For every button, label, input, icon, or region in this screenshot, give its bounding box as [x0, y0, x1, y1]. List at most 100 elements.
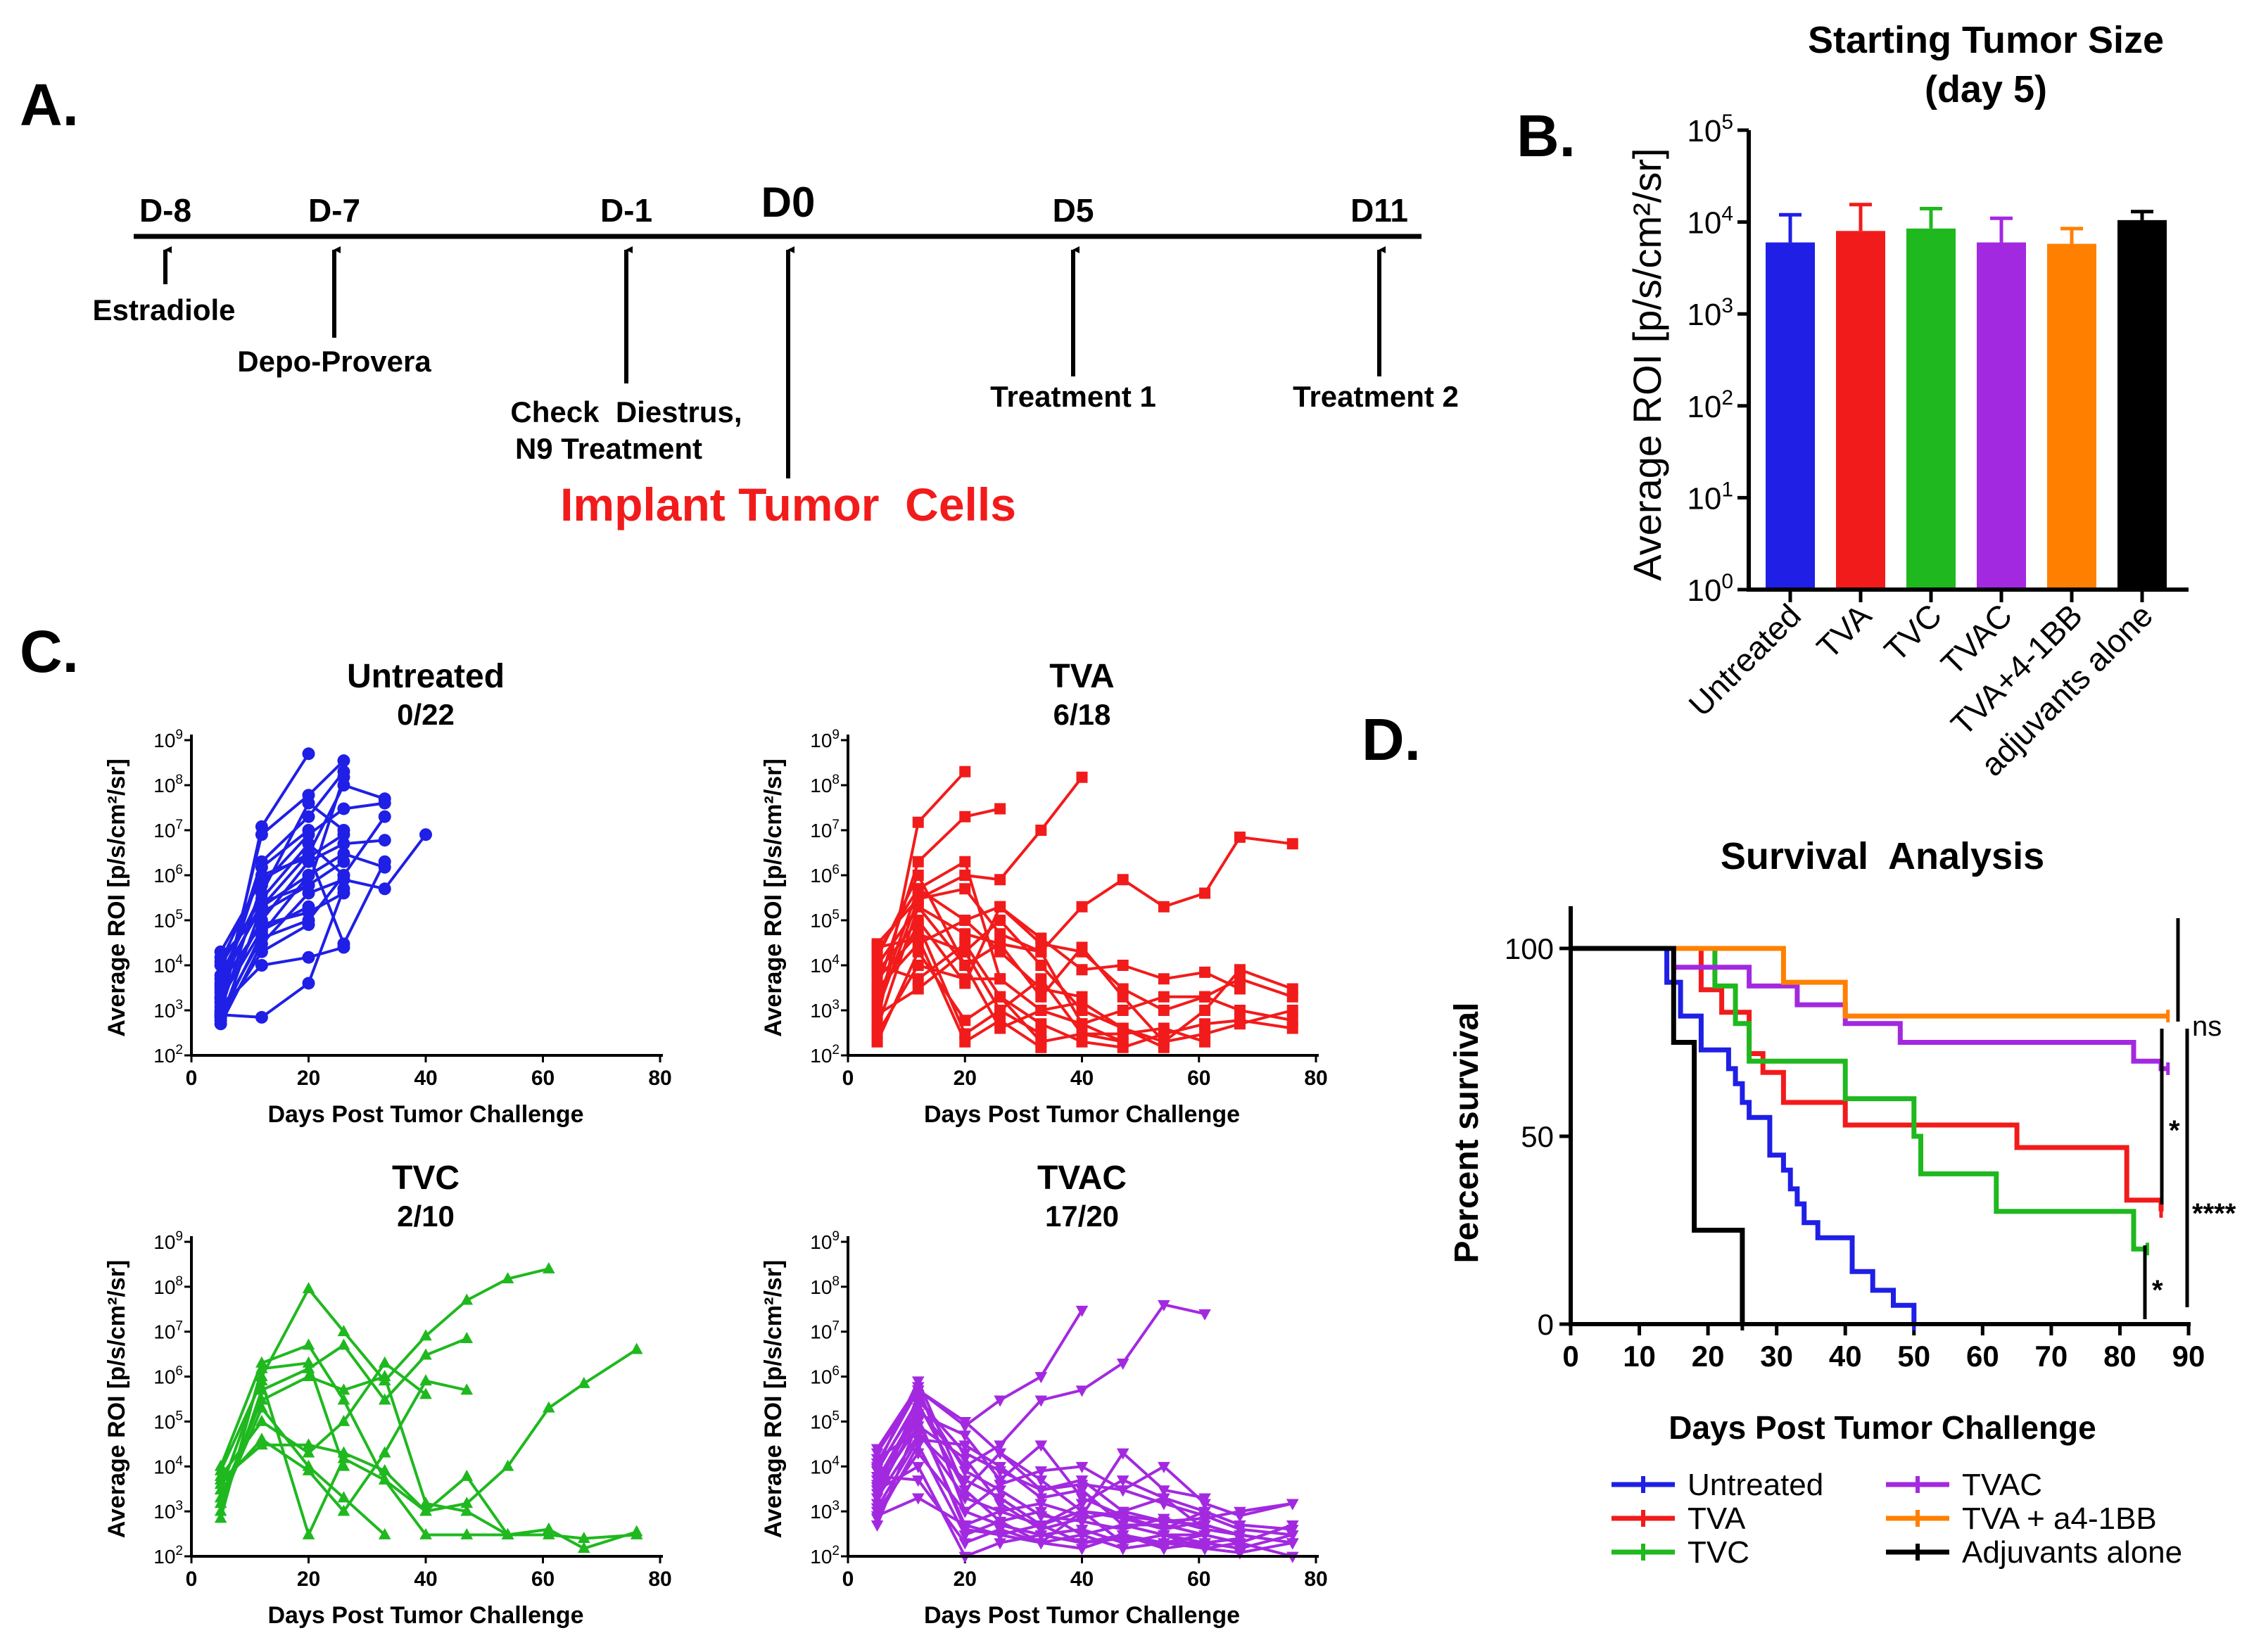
- sig-tvc: *: [2152, 1275, 2163, 1306]
- data-point: [994, 946, 1006, 958]
- bar-chart-marks: [1766, 203, 2167, 590]
- series-line: [875, 1303, 1205, 1481]
- series-line: [220, 1348, 638, 1513]
- data-point: [255, 869, 268, 882]
- data-point: [959, 811, 971, 822]
- data-point: [994, 1499, 1006, 1511]
- series-line: [219, 1361, 427, 1478]
- data-point: [214, 979, 227, 993]
- data-point: [1234, 1548, 1246, 1560]
- data-point: [1035, 1005, 1047, 1016]
- survival-curve: [1571, 946, 2168, 1072]
- event-check-diestrus: Check Diestrus,: [510, 395, 742, 428]
- data-point: [378, 1446, 391, 1458]
- data-point: [255, 1432, 268, 1444]
- chart-x-label: Days Post Tumor Challenge: [267, 1101, 583, 1128]
- data-point: [1116, 1448, 1129, 1460]
- data-point: [1199, 887, 1211, 899]
- data-point: [994, 1530, 1006, 1542]
- survival-y-tick-label: 0: [1538, 1308, 1554, 1341]
- chart-subtitle: 17/20: [1045, 1200, 1119, 1233]
- series-line: [219, 833, 427, 1025]
- series-line: [219, 1375, 638, 1550]
- data-point: [1116, 1358, 1129, 1370]
- data-point: [1286, 1538, 1299, 1550]
- x-tick-label: 20: [954, 1568, 977, 1591]
- y-tick-label: 102: [810, 1043, 840, 1067]
- series-line: [219, 801, 345, 977]
- data-point: [1117, 1005, 1129, 1016]
- data-point: [378, 810, 391, 823]
- chart-x-label: Days Post Tumor Challenge: [267, 1602, 583, 1629]
- data-point: [419, 1374, 432, 1386]
- bar-y-tick-label: 105: [1687, 110, 1733, 148]
- data-point: [1075, 1475, 1089, 1487]
- data-point: [419, 1348, 432, 1360]
- event-treatment-2: Treatment 2: [1293, 380, 1459, 413]
- y-tick-label: 107: [153, 1319, 183, 1343]
- survival-x-label: Days Post Tumor Challenge: [1669, 1409, 2096, 1446]
- data-point: [337, 1393, 350, 1405]
- data-point: [871, 938, 883, 950]
- legend-label: TVA: [1688, 1501, 1746, 1536]
- data-point: [1116, 1520, 1129, 1532]
- data-point: [994, 1461, 1006, 1473]
- data-point: [255, 1414, 268, 1426]
- chart-y-label: Average ROI [p/s/cm²/sr]: [103, 1260, 130, 1539]
- data-point: [1234, 1005, 1246, 1016]
- data-point: [302, 1282, 315, 1294]
- data-point: [959, 977, 971, 989]
- y-tick-label: 108: [810, 1274, 840, 1298]
- bar-y-tick-label: 103: [1687, 294, 1733, 332]
- data-point: [994, 874, 1006, 886]
- panel-label-b: B.: [1517, 103, 1576, 169]
- data-point: [378, 1393, 391, 1405]
- data-point: [1158, 1028, 1170, 1040]
- data-point: [630, 1527, 643, 1539]
- data-point: [1199, 1005, 1211, 1016]
- y-tick-label: 109: [810, 1229, 840, 1253]
- chart-subtitle: 2/10: [397, 1200, 455, 1233]
- data-point: [994, 991, 1006, 1003]
- data-point: [460, 1497, 474, 1508]
- data-point: [302, 796, 315, 810]
- data-point: [912, 960, 924, 971]
- bar: [1836, 231, 1885, 590]
- data-point: [1116, 1485, 1129, 1497]
- survival-curve: [1571, 946, 2148, 1252]
- data-point: [1158, 1041, 1170, 1053]
- data-point: [870, 1458, 884, 1470]
- x-tick-label: 20: [954, 1067, 977, 1090]
- data-point: [460, 1504, 474, 1516]
- data-point: [958, 1538, 972, 1550]
- survival-curve: [1571, 946, 1745, 1324]
- data-point: [959, 960, 971, 971]
- data-point: [378, 796, 391, 810]
- data-point: [419, 1504, 432, 1516]
- bar: [1766, 242, 1815, 590]
- data-point: [1075, 1305, 1089, 1317]
- data-point: [1158, 1516, 1170, 1528]
- data-point: [255, 1393, 268, 1405]
- legend-label: TVA + a4-1BB: [1962, 1501, 2157, 1536]
- data-point: [958, 1466, 972, 1478]
- bar-y-tick-label: 100: [1687, 570, 1733, 608]
- data-point: [1117, 1022, 1129, 1034]
- data-point: [302, 879, 315, 892]
- survival-x-tick-label: 30: [1760, 1340, 1793, 1373]
- data-point: [543, 1401, 555, 1413]
- data-point: [302, 951, 315, 964]
- data-point: [1286, 1499, 1299, 1511]
- bar-chart-title: Starting Tumor Size: [1808, 19, 2164, 61]
- data-point: [337, 828, 350, 841]
- data-point: [1234, 1525, 1246, 1537]
- data-point: [912, 856, 924, 868]
- data-point: [1117, 874, 1129, 886]
- data-point: [1198, 1493, 1211, 1505]
- x-tick-label: 40: [1070, 1067, 1094, 1090]
- data-point: [1035, 946, 1047, 958]
- data-point: [1034, 1520, 1048, 1532]
